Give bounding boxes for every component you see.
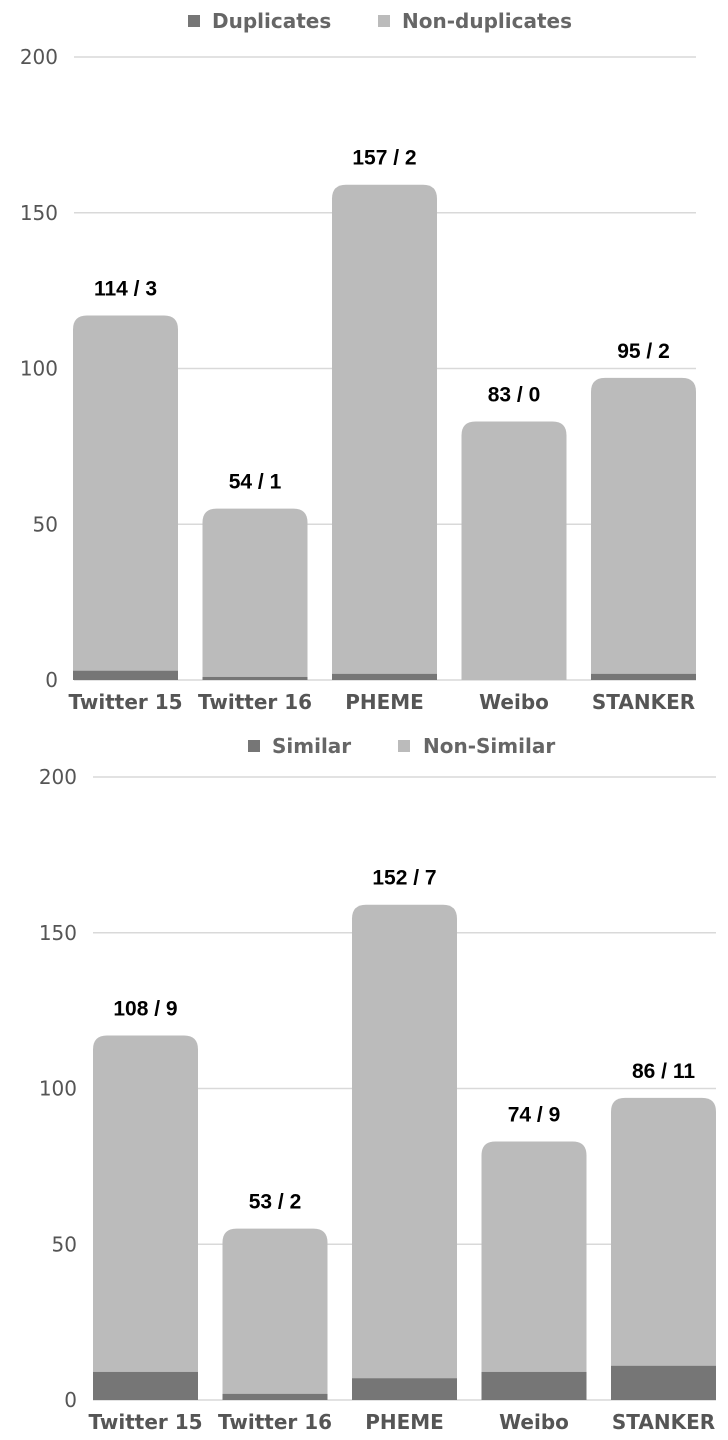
legend-swatch-1 [378, 15, 390, 27]
bar-similar-3 [481, 1371, 587, 1400]
x-tick-label: STANKER [592, 690, 695, 714]
legend-label-1: Non-Similar [423, 734, 555, 758]
data-label: 152 / 7 [372, 867, 436, 890]
data-label: 108 / 9 [113, 998, 177, 1021]
bar-non-similar-4 [611, 1097, 716, 1366]
data-label: 86 / 11 [632, 1060, 695, 1083]
bar-non-similar-2 [352, 904, 457, 1379]
bar-non-duplicates-1 [202, 508, 308, 677]
chart-similar: Similar Non-Similar 0 50 100 150 200 108 / 9 Twi… [0, 720, 728, 1440]
y-tick-label: 50 [52, 1232, 77, 1256]
x-tick-label: STANKER [612, 1410, 715, 1434]
y-tick-label: 150 [39, 921, 77, 945]
bar-duplicates-4 [591, 673, 696, 680]
legend-label-1: Non-duplicates [402, 9, 572, 33]
data-label: 114 / 3 [94, 278, 157, 301]
bar-non-duplicates-3 [461, 421, 567, 680]
bar-duplicates-2 [332, 673, 437, 680]
chart-duplicates: Duplicates Non-duplicates 0 50 100 150 200 114 … [20, 9, 696, 714]
bar-non-similar-0 [93, 1035, 198, 1372]
x-tick-label: Twitter 15 [68, 690, 182, 714]
data-label: 53 / 2 [249, 1191, 302, 1214]
data-label: 157 / 2 [352, 147, 416, 170]
legend-swatch-1 [398, 740, 410, 752]
x-tick-label: Twitter 15 [88, 1410, 202, 1434]
x-tick-label: Twitter 16 [198, 690, 312, 714]
chart-duplicates-svg: Duplicates Non-duplicates 0 50 100 150 200 114 … [20, 9, 696, 714]
y-tick-label: 0 [64, 1388, 77, 1412]
y-tick-label: 0 [45, 668, 58, 692]
bar-similar-2 [352, 1378, 457, 1400]
legend-swatch-0 [248, 740, 260, 752]
data-label: 95 / 2 [617, 340, 670, 363]
x-tick-label: Weibo [499, 1410, 569, 1434]
y-tick-label: 100 [39, 1077, 77, 1101]
y-tick-label: 200 [39, 765, 77, 789]
bar-non-duplicates-0 [73, 315, 178, 671]
y-tick-label: 200 [20, 45, 58, 69]
bar-non-similar-1 [222, 1228, 328, 1394]
y-tick-label: 50 [33, 512, 58, 536]
legend-label-0: Duplicates [212, 9, 331, 33]
y-tick-label: 150 [20, 201, 58, 225]
bar-duplicates-0 [73, 670, 178, 680]
bar-non-duplicates-2 [332, 184, 437, 674]
bar-duplicates-1 [202, 676, 308, 680]
bar-similar-0 [93, 1371, 198, 1400]
x-tick-label: Weibo [479, 690, 549, 714]
data-label: 83 / 0 [488, 383, 541, 406]
data-label: 54 / 1 [229, 471, 282, 494]
legend-swatch-0 [188, 15, 200, 27]
y-tick-label: 100 [20, 357, 58, 381]
bar-similar-4 [611, 1365, 716, 1400]
bar-non-similar-3 [481, 1141, 587, 1372]
x-tick-label: Twitter 16 [218, 1410, 332, 1434]
chart-similar-svg: Similar Non-Similar 0 50 100 150 200 108 / 9 Twi… [39, 734, 716, 1434]
bar-non-duplicates-4 [591, 377, 696, 674]
x-tick-label: PHEME [365, 1410, 444, 1434]
data-label: 74 / 9 [508, 1103, 561, 1126]
bar-similar-1 [222, 1393, 328, 1400]
x-tick-label: PHEME [345, 690, 424, 714]
legend-label-0: Similar [272, 734, 351, 758]
